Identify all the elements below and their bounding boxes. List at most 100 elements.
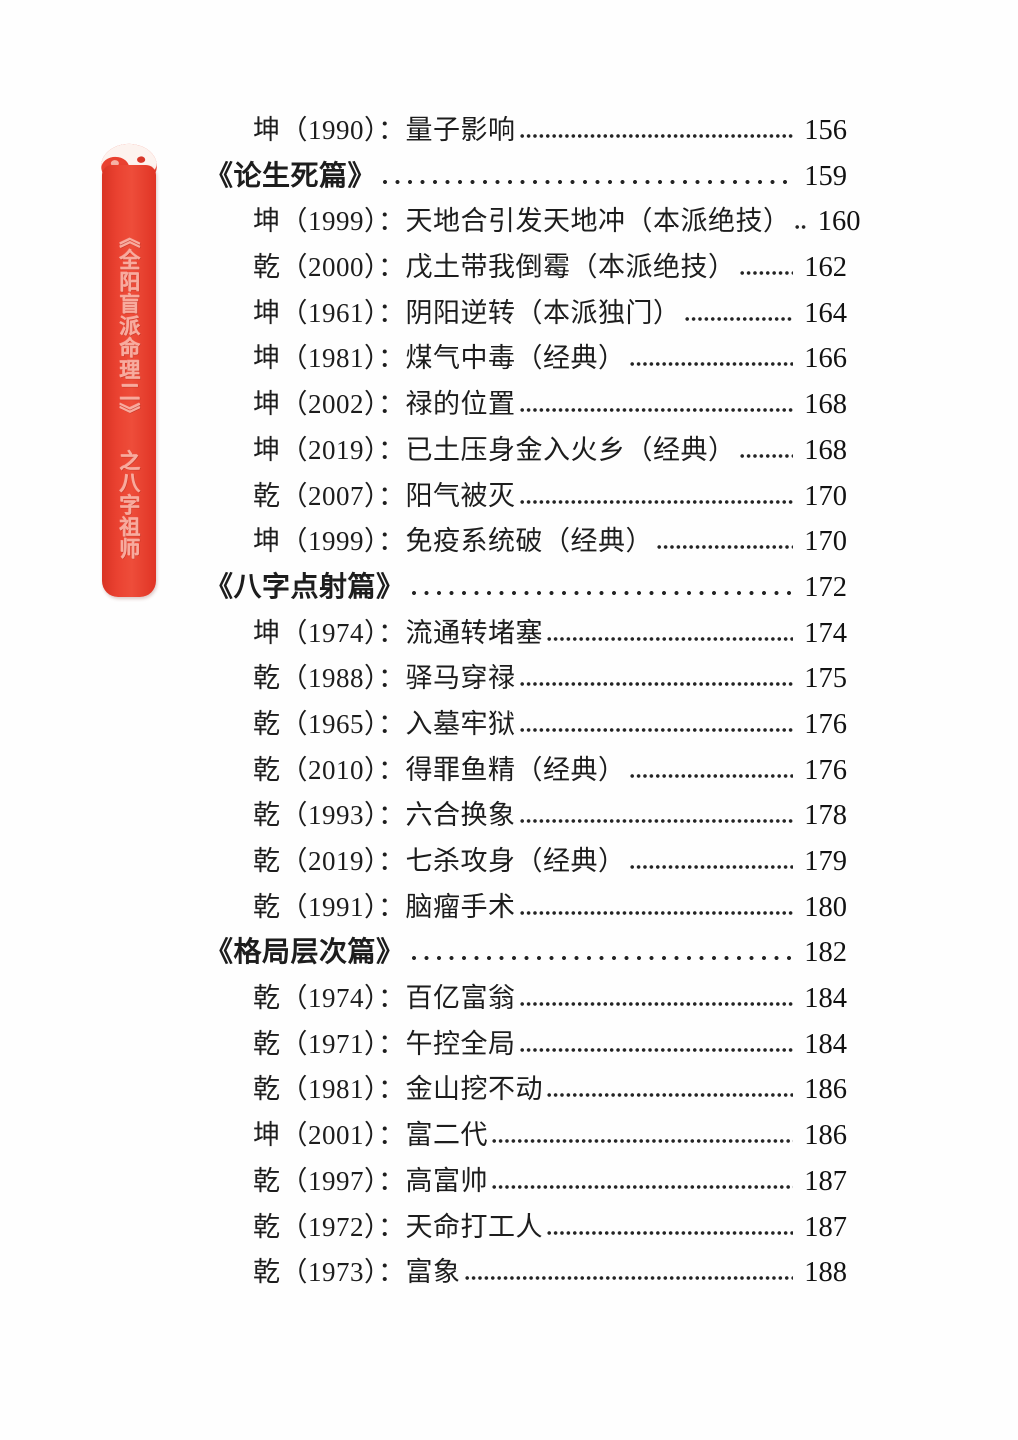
- toc-dot-leader: [410, 589, 791, 596]
- toc-entry-page: 156: [804, 115, 847, 146]
- toc-row: 乾（1974）：百亿富翁 184: [205, 976, 847, 1022]
- toc-row: 乾（2000）：戊土带我倒霉（本派绝技） 162: [205, 245, 847, 291]
- toc-entry-page: 170: [804, 526, 847, 558]
- toc-dot-leader: [629, 361, 793, 368]
- toc-entry-label: 乾（1971）：午控全局: [253, 1028, 516, 1059]
- toc-dot-leader: [492, 1138, 793, 1145]
- toc-entry-page: 175: [804, 663, 847, 695]
- toc-entry-label: 乾（1991）：脑瘤手术: [253, 891, 516, 922]
- toc-entry-label: 乾（2010）：得罪鱼精（经典）: [253, 754, 626, 785]
- toc-dot-leader: [739, 270, 793, 277]
- toc-entry-page: 170: [804, 480, 847, 512]
- toc-dot-leader: [547, 1092, 793, 1099]
- toc-dot-leader: [519, 498, 793, 505]
- toc-dot-leader: [657, 544, 793, 551]
- toc-dot-leader: [519, 681, 793, 688]
- toc-entry-label: 乾（1993）：六合换象: [253, 800, 516, 831]
- toc-entry-label: 坤（1981）：煤气中毒（经典）: [253, 343, 626, 374]
- toc-row: 坤（1990）：量子影响 156: [205, 108, 847, 154]
- toc-entry-page: 164: [804, 297, 847, 329]
- toc-entry-page: 166: [804, 343, 847, 375]
- toc-dot-leader: [519, 1046, 793, 1053]
- toc-entry-page: 187: [804, 1165, 847, 1197]
- toc-entry-label: 坤（1999）：天地合引发天地冲（本派绝技）: [253, 206, 791, 237]
- toc-row: 乾（2007）：阳气被灭 170: [205, 474, 847, 520]
- toc-entry-page: 176: [804, 754, 847, 786]
- toc-entry-page: 159: [804, 160, 847, 192]
- toc-row: 乾（1971）：午控全局 184: [205, 1022, 847, 1068]
- toc-row: 乾（2010）：得罪鱼精（经典） 176: [205, 748, 847, 794]
- toc-dot-leader: [410, 955, 791, 962]
- toc-row: 《格局层次篇》 182: [205, 930, 847, 976]
- banner-title: 《全阳盲派命理二》 之八字祖师: [117, 226, 141, 560]
- toc-row: 坤（2001）：富二代 186: [205, 1113, 847, 1159]
- toc-entry-page: 168: [804, 389, 847, 421]
- toc-row: 坤（2002）：禄的位置 168: [205, 382, 847, 428]
- toc-entry-label: 坤（2002）：禄的位置: [253, 389, 516, 420]
- toc-row: 乾（1988）：驿马穿禄 175: [205, 656, 847, 702]
- banner-bar: [102, 165, 156, 597]
- toc-dot-leader: [519, 133, 793, 139]
- toc-entry-page: 180: [804, 891, 847, 923]
- toc-row: 坤（2019）：已土压身金入火乡（经典） 168: [205, 428, 847, 474]
- toc-entry-page: 160: [817, 206, 861, 238]
- toc-row: 乾（2019）：七杀攻身（经典） 179: [205, 839, 847, 885]
- toc-dot-leader: [492, 1183, 793, 1190]
- toc-row: 《论生死篇》 159: [205, 154, 847, 200]
- toc-entry-label: 乾（1972）：天命打工人: [253, 1211, 543, 1242]
- toc-entry-page: 162: [804, 252, 847, 284]
- toc-list: 坤（1990）：量子影响 156 《论生死篇》 159 坤（1999）：天地合引…: [205, 108, 861, 1296]
- toc-dot-leader: [739, 452, 793, 459]
- toc-entry-label: 乾（1974）：百亿富翁: [253, 983, 516, 1014]
- toc-entry-label: 坤（2001）：富二代: [253, 1120, 488, 1151]
- toc-entry-page: 182: [804, 937, 847, 969]
- toc-entry-label: 乾（1973）：富象: [253, 1257, 461, 1288]
- toc-entry-label: 《格局层次篇》: [205, 937, 405, 969]
- toc-entry-page: 178: [804, 800, 847, 832]
- toc-entry-page: 176: [804, 708, 847, 740]
- toc-entry-label: 《八字点射篇》: [205, 571, 405, 603]
- toc-entry-page: 168: [804, 434, 847, 466]
- toc-entry-page: 186: [804, 1120, 847, 1152]
- toc-entry-label: 乾（1997）：高富帅: [253, 1165, 488, 1196]
- toc-entry-label: 乾（1965）：入墓牢狱: [253, 708, 516, 739]
- toc-entry-label: 坤（1961）：阴阳逆转（本派独门）: [253, 297, 681, 328]
- toc-dot-leader: [684, 315, 793, 322]
- toc-row: 乾（1972）：天命打工人 187: [205, 1205, 847, 1251]
- toc-dot-leader: [519, 726, 793, 733]
- toc-row: 乾（1997）：高富帅 187: [205, 1159, 847, 1205]
- toc-dot-leader: [547, 635, 793, 642]
- toc-entry-label: 乾（2019）：七杀攻身（经典）: [253, 846, 626, 876]
- toc-row: 《八字点射篇》 172: [205, 565, 847, 611]
- toc-row: 乾（1973）：富象 188: [205, 1250, 847, 1296]
- toc-dot-leader: [519, 407, 793, 414]
- toc-dot-leader: [547, 1229, 793, 1236]
- toc-entry-label: 坤（1990）：量子影响: [253, 115, 516, 145]
- toc-row: 乾（1993）：六合换象 178: [205, 793, 847, 839]
- toc-dot-leader: [794, 224, 807, 231]
- toc-entry-page: 186: [804, 1074, 847, 1106]
- toc-entry-label: 坤（1974）：流通转堵塞: [253, 617, 543, 648]
- toc-dot-leader: [519, 909, 793, 916]
- toc-entry-page: 188: [804, 1257, 847, 1289]
- book-spine-banner: 《全阳盲派命理二》 之八字祖师: [100, 143, 158, 598]
- toc-entry-label: 坤（1999）：免疫系统破（经典）: [253, 526, 653, 557]
- toc-entry-label: 乾（1988）：驿马穿禄: [253, 663, 516, 694]
- toc-entry-label: 《论生死篇》: [205, 160, 377, 192]
- toc-entry-label: 乾（2000）：戊土带我倒霉（本派绝技）: [253, 252, 736, 283]
- toc-dot-leader: [464, 1275, 793, 1282]
- toc-row: 坤（1981）：煤气中毒（经典） 166: [205, 336, 847, 382]
- toc-entry-page: 172: [804, 571, 847, 603]
- toc-dot-leader: [382, 178, 791, 185]
- toc-entry-label: 乾（1981）：金山挖不动: [253, 1074, 543, 1105]
- toc-dot-leader: [629, 772, 793, 779]
- toc-row: 乾（1965）：入墓牢狱 176: [205, 702, 847, 748]
- toc-row: 坤（1961）：阴阳逆转（本派独门） 164: [205, 291, 847, 337]
- toc-row: 坤（1974）：流通转堵塞 174: [205, 611, 847, 657]
- toc-row: 乾（1991）：脑瘤手术 180: [205, 885, 847, 931]
- toc-row: 坤（1999）：免疫系统破（经典） 170: [205, 519, 847, 565]
- toc-dot-leader: [629, 864, 793, 870]
- toc-dot-leader: [519, 818, 793, 825]
- toc-entry-page: 179: [804, 846, 847, 877]
